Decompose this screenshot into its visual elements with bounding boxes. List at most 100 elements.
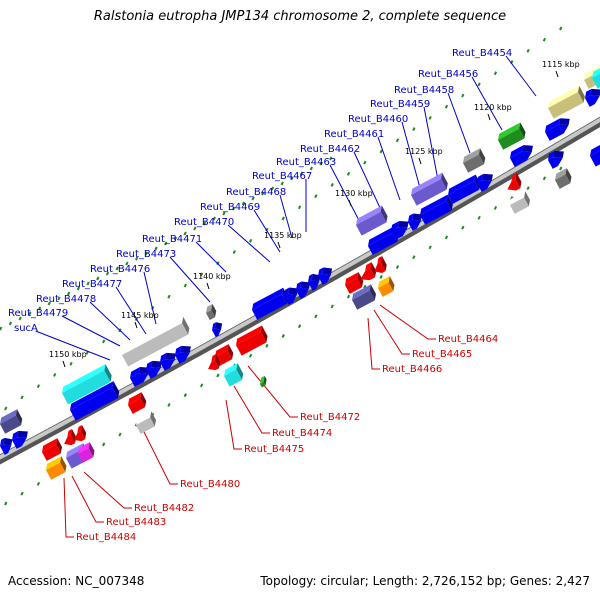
reverse-gene-label[interactable]: Reut_B4466 [382, 364, 442, 375]
reverse-gene-9[interactable] [234, 325, 270, 356]
forward-gene-27[interactable] [158, 349, 181, 371]
forward-gene-5[interactable] [583, 85, 600, 107]
forward-gene-35[interactable] [588, 144, 600, 167]
reverse-gene-6[interactable] [370, 256, 389, 276]
forward-gene-19[interactable] [294, 278, 315, 299]
forward-gene-8[interactable] [508, 141, 538, 167]
forward-gene-label[interactable]: Reut_B4461 [324, 129, 384, 140]
forward-gene-label[interactable]: Reut_B4471 [142, 234, 202, 245]
forward-gene-label[interactable]: Reut_B4454 [452, 48, 512, 59]
reverse-gene-label[interactable]: Reut_B4484 [76, 532, 136, 543]
forward-gene-23-face [212, 328, 221, 338]
reverse-gene-2[interactable] [553, 168, 574, 189]
forward-gene-8-face [510, 151, 532, 167]
forward-gene-29-face [62, 370, 111, 405]
forward-gene-label[interactable]: Reut_B4468 [226, 187, 286, 198]
forward-gene-11[interactable] [475, 170, 498, 192]
reverse-gene-14[interactable] [134, 411, 159, 434]
reverse-gene-5[interactable] [356, 262, 379, 284]
forward-gene-1[interactable] [546, 85, 588, 119]
reverse-gene-20[interactable] [44, 456, 69, 480]
reverse-gene-label[interactable]: Reut_B4472 [300, 412, 360, 423]
forward-gene-30[interactable] [68, 381, 122, 421]
forward-gene-13[interactable] [354, 205, 390, 236]
forward-gene-29[interactable] [60, 364, 114, 405]
forward-gene-18[interactable] [282, 284, 303, 305]
forward-gene-27-face [160, 359, 175, 371]
forward-gene-9[interactable] [409, 172, 451, 206]
reverse-gene-7[interactable] [350, 284, 379, 310]
forward-gene-28[interactable] [173, 342, 196, 364]
forward-gene-label[interactable]: Reut_B4459 [370, 99, 430, 110]
reverse-gene-label[interactable]: Reut_B4464 [438, 334, 498, 345]
forward-gene-11-top [477, 173, 484, 183]
forward-gene-33[interactable] [10, 427, 33, 449]
forward-gene-32[interactable] [0, 435, 17, 455]
forward-gene-label[interactable]: sucA [14, 323, 38, 334]
forward-gene-label[interactable]: Reut_B4467 [252, 171, 312, 182]
reverse-gene-17[interactable] [70, 425, 89, 444]
track-dot [299, 171, 304, 176]
reverse-gene-label[interactable]: Reut_B4483 [106, 517, 166, 528]
forward-gene-label[interactable]: Reut_B4463 [276, 157, 336, 168]
forward-gene-21[interactable] [316, 264, 337, 285]
forward-gene-7[interactable] [461, 148, 488, 173]
track-dot [363, 160, 367, 165]
forward-gene-26[interactable] [144, 357, 167, 379]
leader-line [505, 55, 537, 97]
track-dot [167, 294, 171, 299]
reverse-gene-label[interactable]: Reut_B4482 [134, 503, 194, 514]
forward-gene-15[interactable] [389, 217, 414, 240]
forward-gene-label[interactable]: Reut_B4456 [418, 69, 478, 80]
forward-gene-label[interactable]: Reut_B4458 [394, 85, 454, 96]
reverse-gene-label[interactable]: Reut_B4465 [412, 349, 472, 360]
track-dot [526, 186, 530, 191]
reverse-gene-17-side [80, 425, 87, 440]
reverse-gene-8[interactable] [376, 276, 397, 297]
forward-gene-label[interactable]: Reut_B4476 [90, 264, 150, 275]
forward-gene-34[interactable] [546, 147, 569, 169]
forward-gene-34-top [548, 150, 555, 160]
forward-gene-22[interactable] [204, 303, 219, 321]
forward-gene-31[interactable] [0, 409, 25, 434]
track-dot [69, 361, 73, 366]
forward-gene-label[interactable]: Reut_B4473 [116, 249, 176, 260]
forward-gene-label[interactable]: Reut_B4479 [8, 308, 68, 319]
forward-gene-label[interactable]: Reut_B4478 [36, 294, 96, 305]
reverse-gene-21[interactable] [258, 375, 269, 388]
track-dot [319, 161, 323, 166]
reverse-gene-12[interactable] [222, 363, 246, 387]
forward-gene-3[interactable] [496, 122, 528, 150]
track-dot [167, 403, 171, 407]
reverse-gene-11[interactable] [204, 354, 223, 373]
forward-gene-16[interactable] [406, 210, 427, 231]
track-dot [18, 316, 22, 321]
forward-gene-3-top [498, 122, 521, 140]
reverse-gene-4[interactable] [343, 272, 366, 294]
reverse-gene-13[interactable] [126, 392, 149, 414]
forward-gene-23[interactable] [210, 320, 227, 338]
kbp-tick-label: 1135 kbp [264, 231, 302, 240]
forward-gene-label[interactable]: Reut_B4460 [348, 114, 408, 125]
reverse-gene-1[interactable] [503, 173, 524, 194]
reverse-gene-label[interactable]: Reut_B4475 [244, 444, 304, 455]
leader-line [61, 315, 121, 347]
reverse-gene-label[interactable]: Reut_B4474 [272, 428, 332, 439]
forward-gene-4[interactable] [543, 114, 575, 141]
forward-gene-label[interactable]: Reut_B4462 [300, 144, 360, 155]
forward-gene-24[interactable] [120, 316, 192, 367]
forward-gene-label[interactable]: Reut_B4469 [200, 202, 260, 213]
reverse-gene-8-side [388, 276, 395, 292]
forward-gene-12[interactable] [418, 194, 456, 225]
forward-gene-label[interactable]: Reut_B4477 [62, 279, 122, 290]
reverse-gene-19[interactable] [76, 442, 97, 463]
reverse-gene-3[interactable] [508, 191, 533, 214]
track-dot [125, 261, 129, 266]
reverse-gene-label[interactable]: Reut_B4480 [180, 479, 240, 490]
reverse-gene-20-side [60, 456, 67, 473]
track-dot [309, 166, 313, 171]
forward-gene-label[interactable]: Reut_B4470 [174, 217, 234, 228]
kbp-tick-label: 1140 kbp [193, 272, 231, 281]
reverse-gene-15[interactable] [40, 438, 65, 461]
forward-gene-31-top [0, 409, 18, 424]
